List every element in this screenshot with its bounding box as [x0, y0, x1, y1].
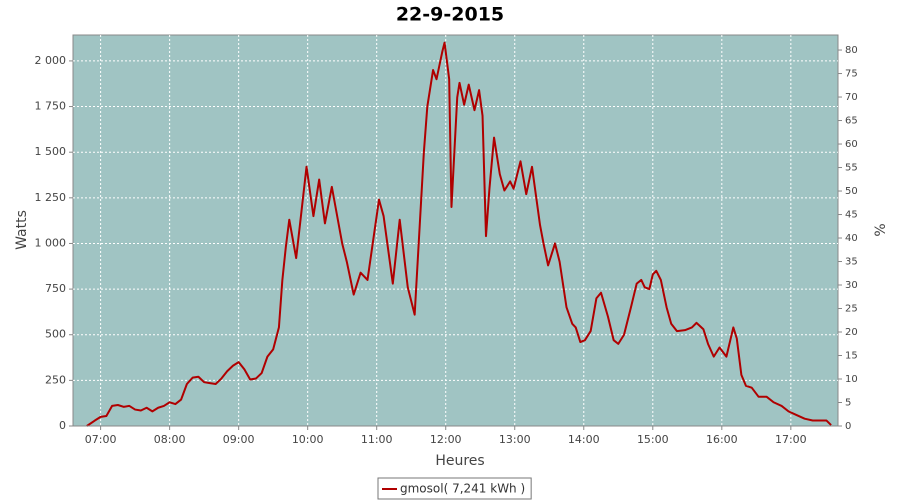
y2-tick-label: 20	[845, 327, 858, 338]
y2-tick-label: 75	[845, 69, 858, 80]
y2-tick-label: 70	[845, 92, 858, 103]
x-tick-label: 09:00	[223, 433, 255, 446]
y-tick-label: 250	[45, 373, 66, 386]
x-tick-label: 17:00	[775, 433, 807, 446]
line-series	[86, 41, 832, 427]
x-tick-label: 07:00	[85, 433, 117, 446]
y-tick-label: 750	[45, 282, 66, 295]
x-tick-label: 12:00	[430, 433, 462, 446]
y2-tick-label: 60	[845, 139, 858, 150]
y2-tick-label: 30	[845, 280, 858, 291]
plot-area	[72, 34, 839, 427]
x-tick-label: 13:00	[499, 433, 531, 446]
y2-tick-label: 50	[845, 186, 858, 197]
y-axis-label: Watts	[14, 210, 30, 250]
y2-tick-label: 35	[845, 257, 858, 268]
legend-label: gmosol( 7,241 kWh )	[400, 482, 525, 496]
y2-tick-label: 80	[845, 45, 858, 56]
y-tick-label: 500	[45, 328, 66, 341]
x-axis-label: Heures	[435, 453, 484, 469]
y2-tick-label: 65	[845, 116, 858, 127]
y2-tick-label: 15	[845, 351, 858, 362]
y2-tick-label: 40	[845, 233, 858, 244]
x-tick-label: 11:00	[361, 433, 393, 446]
legend: gmosol( 7,241 kWh )	[377, 477, 532, 500]
chart-title: 22-9-2015	[396, 4, 504, 26]
x-tick-label: 10:00	[292, 433, 324, 446]
x-tick-label: 15:00	[637, 433, 669, 446]
y-tick-label: 2 000	[35, 54, 67, 67]
x-tick-label: 16:00	[706, 433, 738, 446]
x-tick-label: 14:00	[568, 433, 600, 446]
y-tick-label: 1 750	[35, 100, 67, 113]
y-tick-label: 1 000	[35, 236, 67, 249]
legend-box	[377, 477, 532, 500]
y2-tick-label: 0	[845, 421, 851, 432]
y2-tick-label: 5	[845, 398, 851, 409]
y2-tick-label: 55	[845, 163, 858, 174]
y2-axis-label: %	[873, 223, 889, 236]
y2-tick-label: 45	[845, 210, 858, 221]
y2-tick-label: 25	[845, 304, 858, 315]
y-tick-label: 1 250	[35, 191, 67, 204]
y2-tick-label: 10	[845, 374, 858, 385]
y-tick-label: 0	[59, 419, 66, 432]
y-tick-label: 1 500	[35, 145, 67, 158]
x-tick-label: 08:00	[154, 433, 186, 446]
